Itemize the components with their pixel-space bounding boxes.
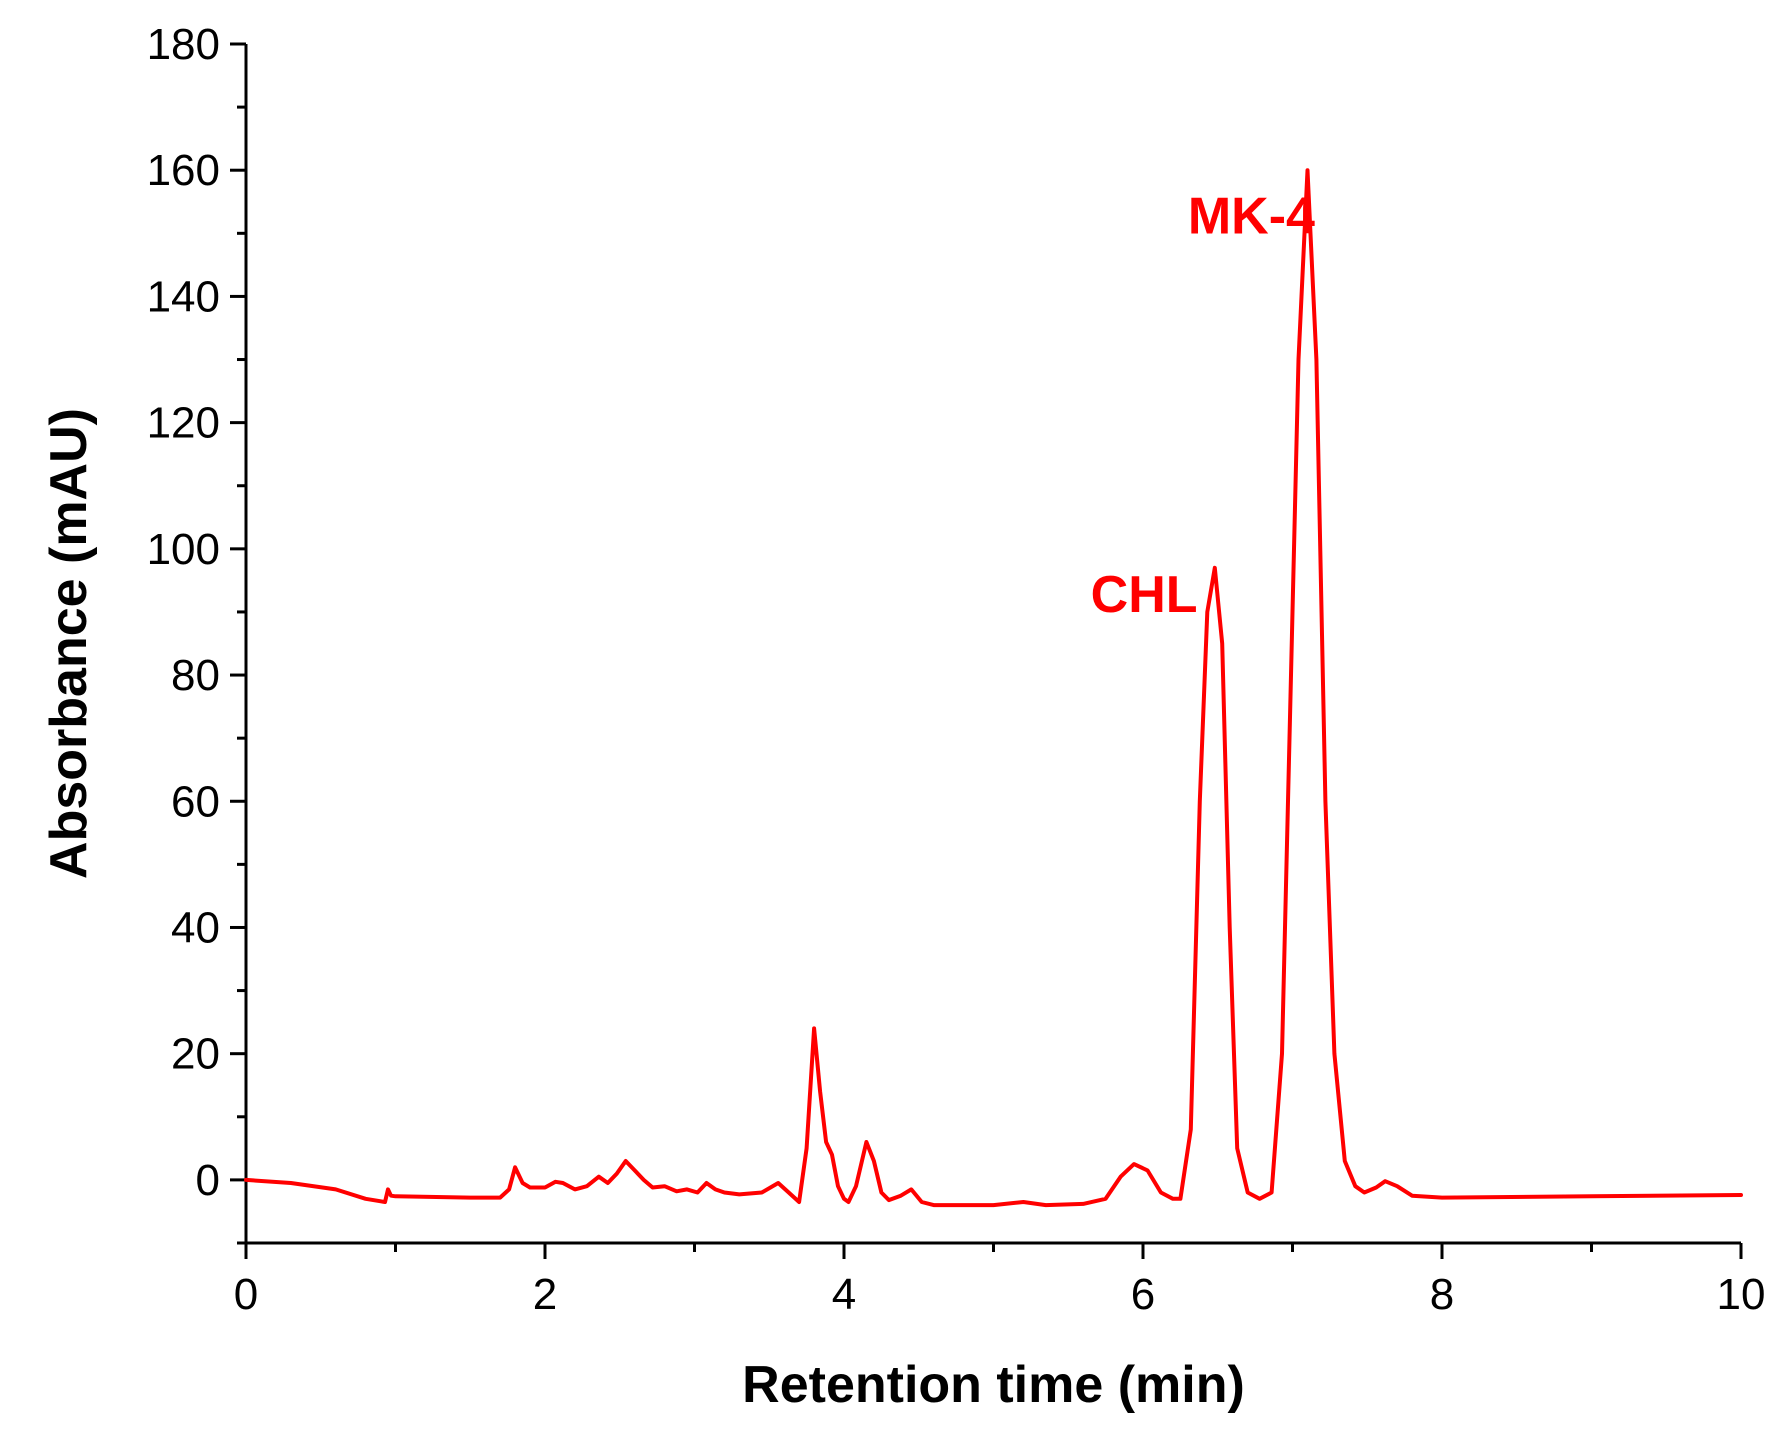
major-ticks [230,42,1743,1259]
y-tick-label: 0 [196,1156,220,1205]
y-tick-label: 60 [171,777,220,826]
y-tick-label: 100 [147,525,220,574]
x-tick-label: 6 [1131,1270,1155,1319]
chromatogram-line [244,168,1743,1208]
y-tick-label: 140 [147,272,220,321]
minor-ticks [237,105,1593,1252]
x-tick-label: 8 [1430,1270,1454,1319]
peak-annotations: CHL MK-4 [1091,187,1315,624]
y-tick-label: 80 [171,651,220,700]
peak-label: CHL [1091,566,1198,624]
y-tick-label: 180 [147,20,220,69]
x-tick-label: 10 [1717,1270,1766,1319]
x-axis-title: Retention time (min) [742,1356,1245,1414]
tick-labels: 0 20 40 60 80 100 120 140 160 180 0 2 4 6 8 10 [147,20,1766,1319]
x-tick-label: 4 [832,1270,856,1319]
peak-label: MK-4 [1188,187,1315,245]
x-tick-label: 0 [234,1270,258,1319]
y-tick-label: 160 [147,146,220,195]
y-axis-title: Absorbance (mAU) [40,408,98,879]
y-tick-label: 20 [171,1030,220,1079]
y-tick-label: 120 [147,399,220,448]
x-tick-label: 2 [533,1270,557,1319]
y-tick-label: 40 [171,903,220,952]
